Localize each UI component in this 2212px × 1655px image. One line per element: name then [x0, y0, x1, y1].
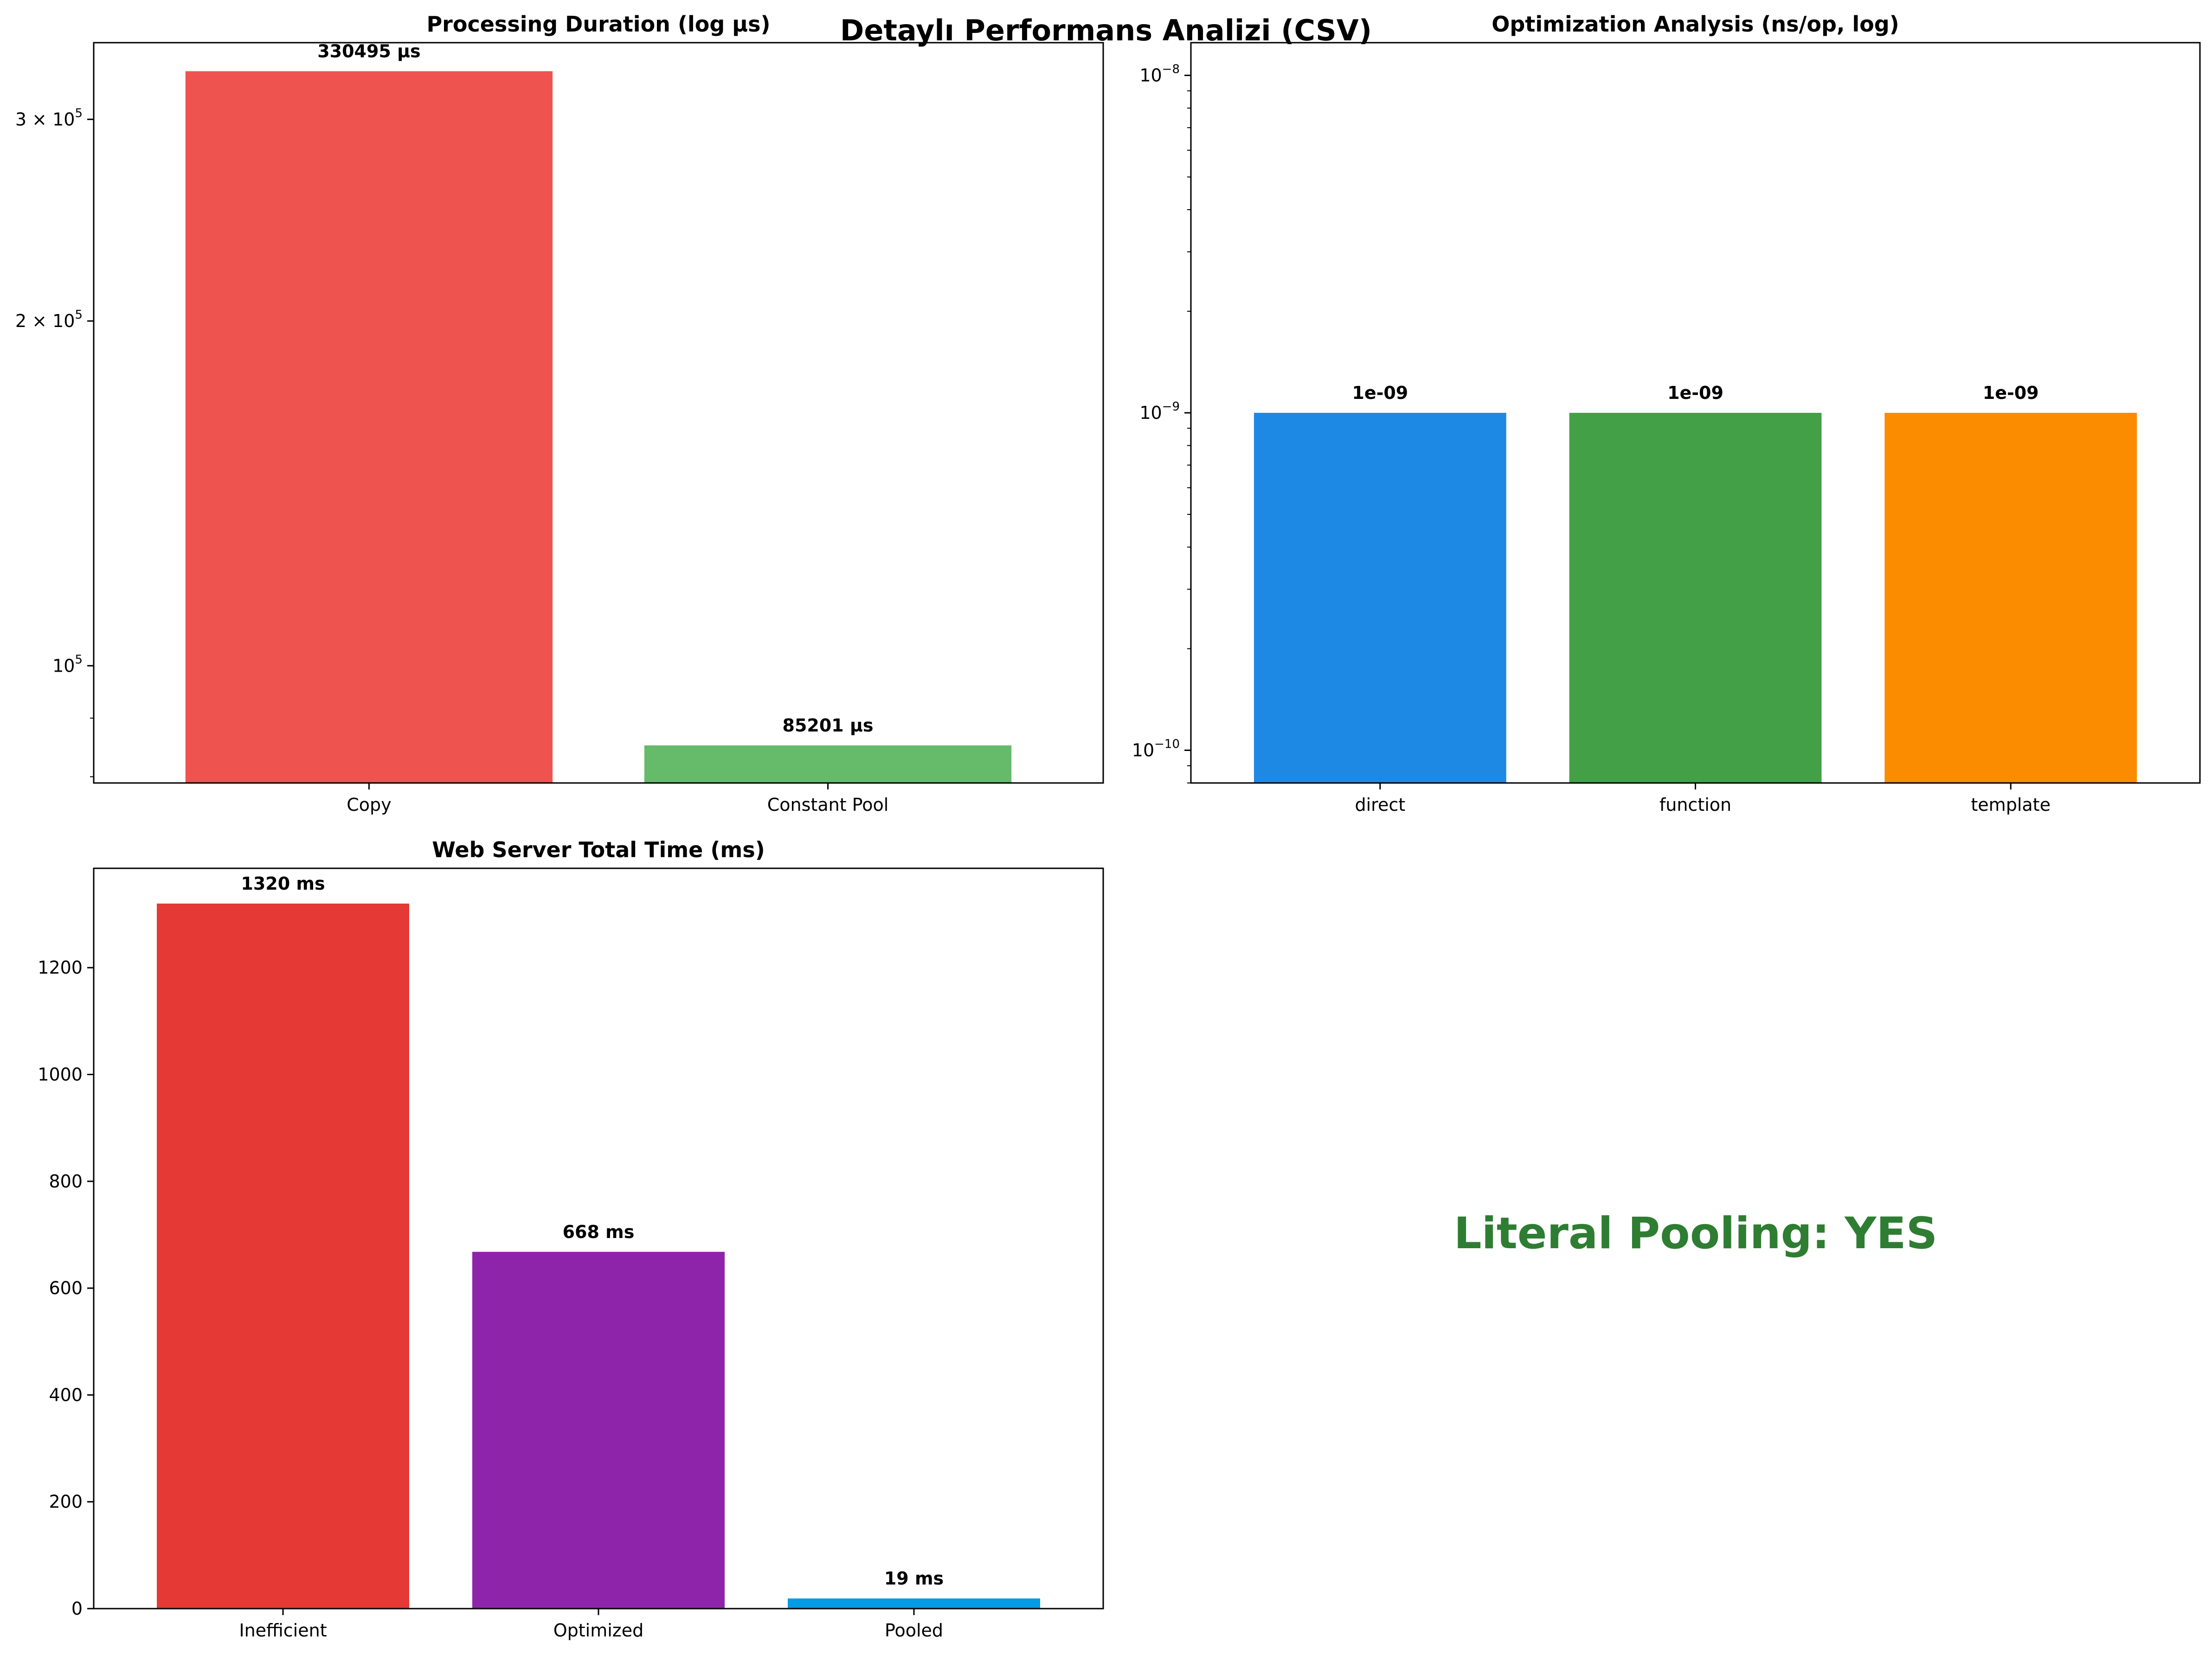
y-tick-label: 1200 — [38, 957, 83, 978]
bar-function — [1569, 413, 1822, 783]
x-tick-label-pooled: Pooled — [885, 1620, 943, 1641]
bar-pooled — [788, 1598, 1040, 1609]
figure-suptitle: Detaylı Performans Analizi (CSV) — [840, 13, 1372, 47]
x-tick-label-copy: Copy — [347, 795, 391, 815]
data-label-pooled: 19 ms — [884, 1568, 944, 1589]
y-tick-label: 400 — [49, 1385, 83, 1405]
bar-copy — [185, 71, 553, 783]
x-tick-label-inefficient: Inefficient — [239, 1620, 327, 1641]
data-label-template: 1e-09 — [1983, 383, 2039, 403]
axes-frame — [93, 867, 1104, 1610]
y-tick-label: 1000 — [38, 1064, 83, 1084]
data-label-inefficient: 1320 ms — [241, 873, 325, 894]
y-tick-label: 105 — [52, 653, 83, 676]
x-tick-label-template: template — [1971, 795, 2051, 815]
axes-frame — [1190, 42, 2201, 784]
data-label-copy: 330495 µs — [317, 41, 420, 61]
y-tick-label: 10−8 — [1139, 63, 1180, 86]
chart-title: Optimization Analysis (ns/op, log) — [1492, 12, 1899, 37]
bar-inefficient — [157, 904, 409, 1609]
y-tick-label: 2 × 105 — [15, 308, 83, 331]
axes-frame — [93, 42, 1104, 784]
bar-constant-pool — [644, 745, 1012, 783]
data-label-function: 1e-09 — [1667, 383, 1723, 403]
y-tick-label: 800 — [49, 1171, 83, 1192]
x-tick-label-function: function — [1659, 795, 1731, 815]
y-tick-label: 3 × 105 — [15, 106, 83, 129]
bar-optimized — [472, 1251, 725, 1609]
literal-pooling-status: Literal Pooling: YES — [1454, 1208, 1938, 1259]
chart-title: Web Server Total Time (ms) — [432, 837, 765, 862]
chart-title: Processing Duration (log µs) — [426, 12, 770, 37]
bar-template — [1884, 413, 2137, 783]
x-tick-label-direct: direct — [1355, 795, 1405, 815]
y-tick-label: 0 — [71, 1598, 83, 1619]
y-tick-label: 200 — [49, 1492, 83, 1512]
chart-optimization-analysis: Optimization Analysis (ns/op, log) 1e-09 1… — [1132, 12, 2201, 815]
data-label-constant-pool: 85201 µs — [783, 715, 874, 736]
bar-direct — [1254, 413, 1506, 783]
x-tick-label-optimized: Optimized — [553, 1620, 644, 1641]
chart-processing-duration: Processing Duration (log µs) 330495 µs 852… — [15, 12, 1104, 815]
data-label-optimized: 668 ms — [563, 1222, 635, 1242]
y-tick-label: 10−9 — [1139, 400, 1180, 423]
y-tick-label: 10−10 — [1132, 737, 1180, 760]
x-tick-label-constant-pool: Constant Pool — [767, 795, 889, 815]
data-label-direct: 1e-09 — [1352, 383, 1408, 403]
y-tick-label: 600 — [49, 1278, 83, 1298]
chart-web-server-total-time: Web Server Total Time (ms) 1320 ms 668 ms 1… — [38, 837, 1104, 1641]
